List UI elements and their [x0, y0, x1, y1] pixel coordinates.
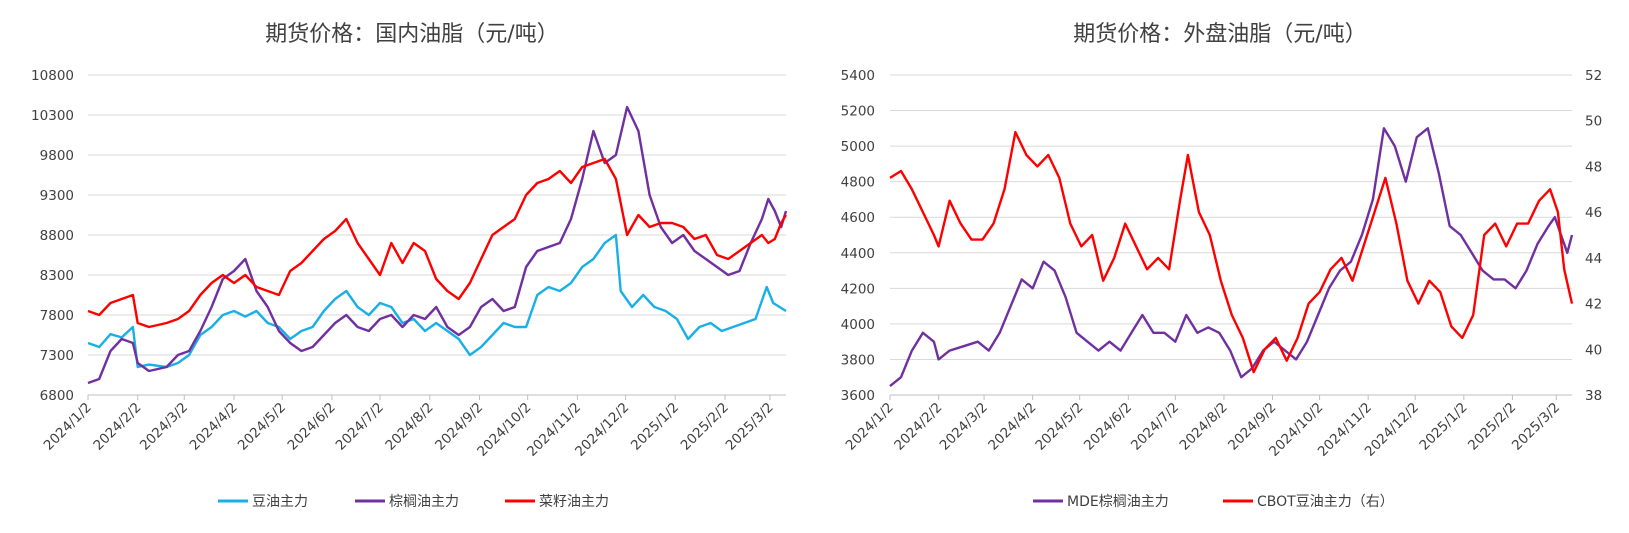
y-tick-label: 5000	[841, 139, 875, 155]
y-tick-label: 5400	[841, 68, 875, 84]
chart-title: 期货价格：国内油脂（元/吨）	[265, 22, 558, 47]
series-lines	[87, 105, 788, 385]
y-tick-label: 7300	[40, 348, 74, 364]
y-tick-label: 10300	[31, 108, 74, 124]
series-line-	[87, 233, 787, 369]
x-tick-label: 2024/6/2	[1081, 400, 1135, 454]
y-tick-label: 4600	[841, 210, 875, 226]
y-tick-label: 5200	[841, 104, 875, 120]
x-tick-label: 2024/8/2	[382, 400, 436, 454]
chart-domestic-oils: 期货价格：国内油脂（元/吨） 6800 7300 7800 8300 8800 9300 9…	[31, 22, 788, 510]
x-tick-label: 2025/3/2	[723, 400, 777, 454]
y-tick-label: 8300	[40, 268, 74, 284]
x-tick-label: 2025/1/2	[628, 400, 682, 454]
y2-tick-label: 44	[1585, 251, 1602, 267]
y-tick-label: 3600	[841, 388, 875, 404]
y-tick-label: 9800	[40, 148, 74, 164]
y2-tick-label: 38	[1585, 388, 1602, 404]
x-tick-label: 2024/7/2	[1128, 400, 1182, 454]
y-tick-label: 4000	[841, 317, 875, 333]
y-axis-ticks: 6800 7300 7800 8300 8800 9300 9800 10300 10800	[31, 68, 74, 404]
y-tick-label: 8800	[40, 228, 74, 244]
legend: MDE棕榈油主力 CBOT豆油主力（右）	[1033, 494, 1394, 510]
legend-label-soybean-oil: 豆油主力	[252, 494, 308, 510]
y-axis-ticks: 3600 3800 4000 4200 4400 4600 4800 5000 5200 5400	[841, 68, 875, 404]
series-line-mde	[889, 127, 1574, 388]
x-tick-label: 2024/2/2	[90, 400, 144, 454]
series-line-	[87, 157, 788, 329]
legend-label-cbot-soybean-oil: CBOT豆油主力（右）	[1257, 494, 1394, 510]
y-tick-label: 6800	[40, 388, 74, 404]
x-tick-label: 2024/1/2	[41, 400, 95, 454]
y2-tick-label: 46	[1585, 205, 1602, 221]
x-tick-label: 2024/5/2	[1032, 400, 1086, 454]
y-tick-label: 3800	[841, 352, 875, 368]
chart-overseas-oils: 期货价格：外盘油脂（元/吨） 3600 3800 4000 4200 4400 4600 4…	[841, 22, 1603, 510]
x-tick-label: 2024/2/2	[891, 400, 945, 454]
y2-tick-label: 50	[1585, 114, 1602, 130]
x-axis-ticks: 2024/1/22024/2/22024/3/22024/4/22024/5/2…	[41, 395, 777, 460]
y2-tick-label: 42	[1585, 297, 1602, 313]
y2-axis-ticks: 38 40 42 44 46 48 50 52	[1585, 68, 1602, 404]
y2-tick-label: 48	[1585, 159, 1602, 175]
x-tick-label: 2024/8/2	[1177, 400, 1231, 454]
x-tick-label: 2025/1/2	[1416, 400, 1470, 454]
y-tick-label: 10800	[31, 68, 74, 84]
x-tick-label: 2024/3/2	[137, 400, 191, 454]
y-tick-label: 4800	[841, 175, 875, 191]
y-tick-label: 7800	[40, 308, 74, 324]
gridlines	[890, 74, 1572, 396]
y2-tick-label: 40	[1585, 342, 1602, 358]
legend: 豆油主力 棕榈油主力 菜籽油主力	[218, 494, 609, 510]
x-tick-label: 2024/7/2	[333, 400, 387, 454]
x-tick-label: 2024/4/2	[985, 400, 1039, 454]
y-tick-label: 9300	[40, 188, 74, 204]
x-tick-label: 2024/4/2	[187, 400, 241, 454]
x-tick-label: 2024/1/2	[843, 400, 897, 454]
x-axis-ticks: 2024/1/22024/2/22024/3/22024/4/22024/5/2…	[843, 395, 1563, 460]
y-tick-label: 4400	[841, 246, 875, 262]
x-tick-label: 2024/5/2	[235, 400, 289, 454]
y-tick-label: 4200	[841, 281, 875, 297]
legend-label-rapeseed-oil: 菜籽油主力	[539, 494, 609, 510]
legend-label-mde-palm-oil: MDE棕榈油主力	[1067, 494, 1169, 510]
series-line-cbot	[889, 130, 1574, 374]
y2-tick-label: 52	[1585, 68, 1602, 84]
x-tick-label: 2025/2/2	[678, 400, 732, 454]
x-tick-label: 2024/6/2	[285, 400, 339, 454]
legend-label-palm-oil: 棕榈油主力	[389, 494, 459, 510]
x-tick-label: 2024/3/2	[937, 400, 991, 454]
gridlines	[88, 74, 786, 396]
x-tick-label: 2025/3/2	[1509, 400, 1563, 454]
series-lines	[889, 127, 1574, 388]
chart-title: 期货价格：外盘油脂（元/吨）	[1073, 22, 1366, 47]
series-line-	[87, 105, 788, 385]
